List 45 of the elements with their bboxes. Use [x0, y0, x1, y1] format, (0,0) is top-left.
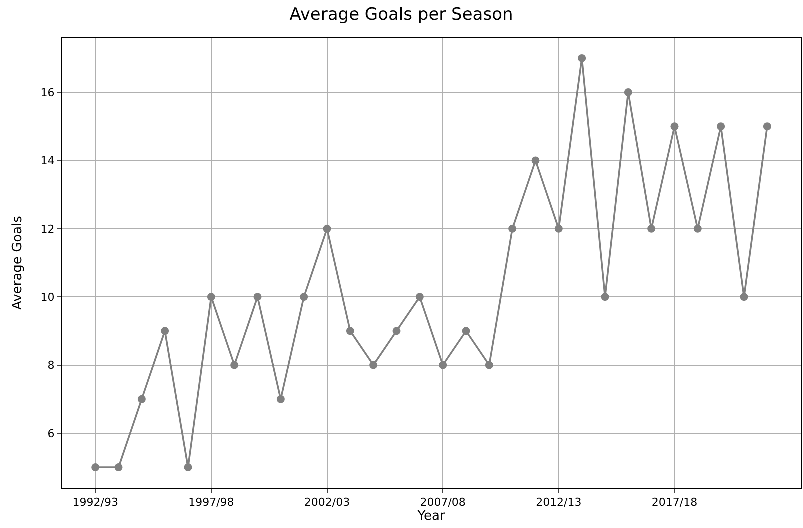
x-axis-title: Year	[416, 509, 446, 524]
point	[694, 224, 702, 233]
point	[439, 361, 448, 370]
x-tick-label: 2007/08	[420, 496, 466, 510]
point	[416, 293, 424, 302]
point	[508, 224, 517, 233]
point	[184, 464, 192, 472]
point	[230, 361, 239, 370]
point	[207, 293, 216, 302]
point	[485, 361, 494, 370]
point	[624, 88, 632, 97]
x-tick-label: 2012/13	[536, 496, 582, 510]
point	[254, 293, 262, 302]
point	[92, 464, 100, 472]
point	[717, 122, 726, 131]
point	[323, 224, 332, 233]
x-tick-label: 1992/93	[72, 496, 118, 510]
x-tick-label: 2002/03	[304, 496, 350, 510]
point	[740, 293, 748, 302]
point	[648, 224, 656, 233]
point	[462, 327, 470, 336]
point	[370, 361, 378, 370]
point	[346, 327, 354, 336]
y-tick-label: 14	[40, 154, 55, 168]
point	[578, 54, 586, 62]
y-tick-label: 6	[48, 427, 55, 440]
point	[554, 224, 563, 233]
point	[532, 156, 540, 165]
point	[763, 122, 772, 131]
point	[601, 293, 610, 302]
y-tick-label: 10	[40, 290, 55, 304]
x-tick-label: 1997/98	[188, 496, 234, 510]
x-tick-label: 2017/18	[652, 496, 698, 510]
point	[300, 293, 308, 302]
point	[138, 395, 146, 404]
point	[114, 464, 123, 472]
chart-title: Average Goals per Season	[290, 4, 514, 25]
point	[276, 395, 285, 404]
point	[392, 327, 401, 336]
y-tick-label: 8	[48, 359, 55, 372]
y-tick-label: 12	[40, 222, 55, 236]
point	[670, 122, 679, 131]
y-tick-label: 16	[40, 86, 55, 100]
point	[161, 327, 170, 336]
y-axis-title: Average Goals	[10, 216, 26, 310]
